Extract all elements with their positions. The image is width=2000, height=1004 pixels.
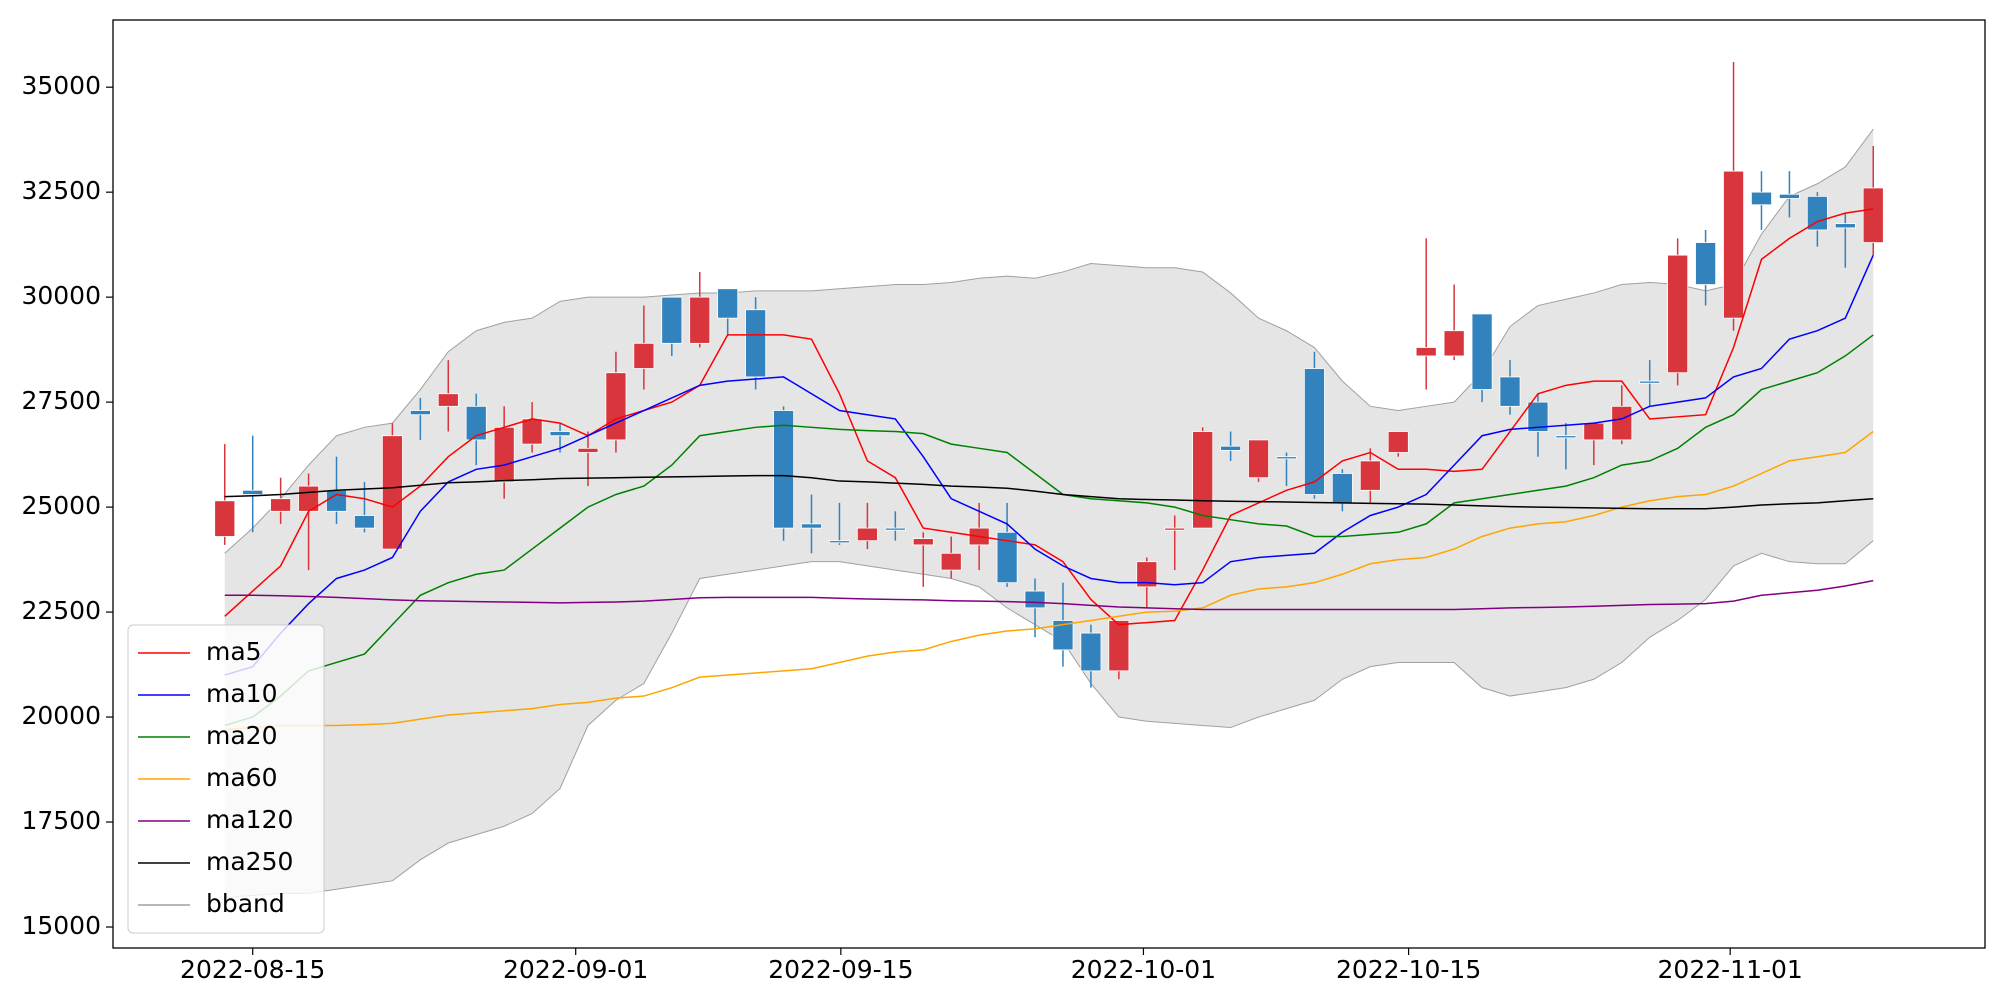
candle-body [493, 426, 515, 483]
candle-body [1778, 193, 1800, 199]
candle-body [1080, 632, 1102, 672]
candle-body [940, 552, 962, 571]
candle-body [1415, 347, 1437, 357]
candle-body [801, 523, 822, 529]
candle-body [1499, 376, 1521, 407]
y-tick-label: 27500 [21, 386, 101, 415]
candle-body [242, 489, 264, 495]
candle-body [884, 527, 906, 531]
candle-body [1192, 431, 1214, 529]
ma-line [224, 430, 1874, 731]
candle-body [1527, 401, 1549, 432]
candle-body [1276, 456, 1297, 460]
legend-box [127, 624, 325, 934]
candle-body [1443, 330, 1465, 357]
y-tick-label: 17500 [21, 806, 101, 835]
legend-label: ma20 [206, 721, 277, 750]
candle-body [1639, 380, 1661, 384]
candle-body [326, 489, 347, 512]
candle-body [605, 372, 627, 441]
y-tick-label: 30000 [21, 281, 101, 310]
candle-body [773, 410, 795, 529]
candle-body [437, 393, 459, 407]
ma-line [224, 334, 1874, 727]
candle-body [1862, 187, 1884, 243]
x-tick-label: 2022-10-15 [1336, 955, 1481, 984]
legend-label: ma60 [206, 763, 277, 792]
candle-body [1136, 561, 1158, 588]
bband-area [224, 129, 1874, 898]
ma-line [224, 579, 1874, 611]
candle-body [1220, 445, 1242, 451]
y-tick-label: 35000 [21, 71, 101, 100]
plot-frame [112, 19, 1986, 949]
candle-body [1331, 473, 1353, 504]
candle-body [1583, 422, 1605, 441]
legend-label: ma5 [206, 637, 262, 666]
candle-body [1359, 460, 1381, 491]
x-tick-label: 2022-11-01 [1658, 955, 1803, 984]
legend-label: ma10 [206, 679, 277, 708]
candle-body [270, 498, 292, 512]
legend-label: ma120 [206, 805, 293, 834]
candle-body [1555, 435, 1577, 439]
candle-body [1024, 590, 1046, 609]
legend-label: bband [206, 889, 285, 918]
candle-body [1471, 313, 1493, 390]
candle-body [912, 538, 934, 546]
y-tick-label: 15000 [21, 911, 101, 940]
candle-body [521, 418, 543, 445]
x-tick-label: 2022-09-15 [768, 955, 913, 984]
y-tick-label: 25000 [21, 491, 101, 520]
candle-body [1164, 527, 1186, 531]
candle-body [1108, 620, 1130, 672]
candle-body [1611, 405, 1633, 441]
candle-body [1723, 170, 1744, 319]
y-tick-label: 20000 [21, 701, 101, 730]
candle-body [1387, 431, 1409, 453]
ma-line [224, 208, 1874, 626]
candle-body [1667, 254, 1689, 374]
x-tick-label: 2022-08-15 [180, 955, 325, 984]
x-tick-label: 2022-09-01 [503, 955, 648, 984]
candle-body [689, 296, 711, 344]
x-tick-label: 2022-10-01 [1071, 955, 1216, 984]
candle-body [549, 431, 571, 437]
candle-body [214, 500, 236, 537]
candle-body [1303, 368, 1325, 495]
legend-label: ma250 [206, 847, 293, 876]
candle-body [1052, 620, 1074, 651]
candle-body [661, 296, 683, 344]
candle-body [381, 435, 403, 550]
candle-body [745, 309, 767, 378]
bband-lower [224, 540, 1874, 899]
candle-body [1834, 223, 1856, 229]
candle-body [717, 288, 739, 319]
candle-body [996, 531, 1018, 584]
candle-body [577, 447, 599, 453]
candle-body [1695, 242, 1717, 285]
legend: ma5 ma10 ma20 ma60 ma120 ma250 bband [127, 624, 325, 934]
candle-body [828, 540, 850, 544]
y-tick-label: 32500 [21, 176, 101, 205]
y-tick-label: 22500 [21, 596, 101, 625]
bband-upper [224, 128, 1874, 554]
candle-body [856, 527, 878, 542]
ma-line [224, 254, 1874, 676]
candle-body [354, 515, 375, 529]
candle-body [1751, 191, 1772, 206]
candle-body [1806, 195, 1828, 231]
candle-body [1248, 439, 1270, 479]
candle-body [633, 342, 655, 369]
ma-line [224, 474, 1874, 510]
candle-body [409, 410, 431, 416]
candle-body [465, 405, 487, 441]
